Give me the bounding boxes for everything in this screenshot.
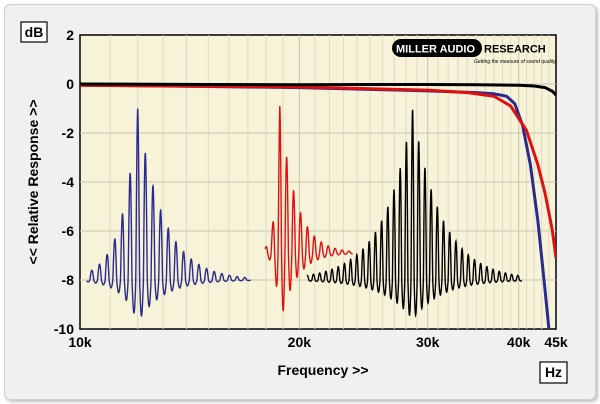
response-curve [80, 82, 556, 97]
x-tick-label: 30k [416, 334, 440, 350]
miller-audio-research-logo: MILLER AUDIO RESEARCH Getting the measur… [392, 39, 556, 65]
x-axis-label: Frequency >> [277, 362, 368, 378]
impulse-insets [86, 106, 523, 318]
x-unit-box: Hz [539, 361, 568, 384]
y-tick-label: -2 [62, 125, 75, 141]
x-tick-label: 45k [544, 334, 568, 350]
brand-tagline: Getting the measure of sound quality [474, 59, 556, 65]
impulse-inset-waveform [264, 106, 353, 312]
y-tick-label: 0 [66, 76, 74, 92]
y-tick-label: 2 [66, 27, 74, 43]
x-tick-label: 40k [507, 334, 531, 350]
impulse-inset-waveform [306, 109, 523, 318]
response-curves [80, 82, 556, 329]
y-axis-label: << Relative Response >> [25, 100, 41, 265]
y-unit-label: dB [25, 24, 44, 40]
y-tick-label: -6 [62, 223, 75, 239]
x-unit-label: Hz [545, 364, 562, 380]
y-tick-label: -8 [62, 272, 75, 288]
impulse-inset-waveform [86, 108, 252, 318]
x-tick-label: 20k [288, 334, 312, 350]
y-tick-label: -4 [62, 174, 75, 190]
response-curve [80, 83, 556, 259]
brand-part2: RESEARCH [484, 44, 546, 56]
y-tick-label: -10 [54, 321, 74, 337]
y-unit-box: dB [20, 21, 48, 43]
brand-part1: MILLER AUDIO [396, 44, 475, 56]
x-tick-label: 10k [68, 334, 92, 350]
